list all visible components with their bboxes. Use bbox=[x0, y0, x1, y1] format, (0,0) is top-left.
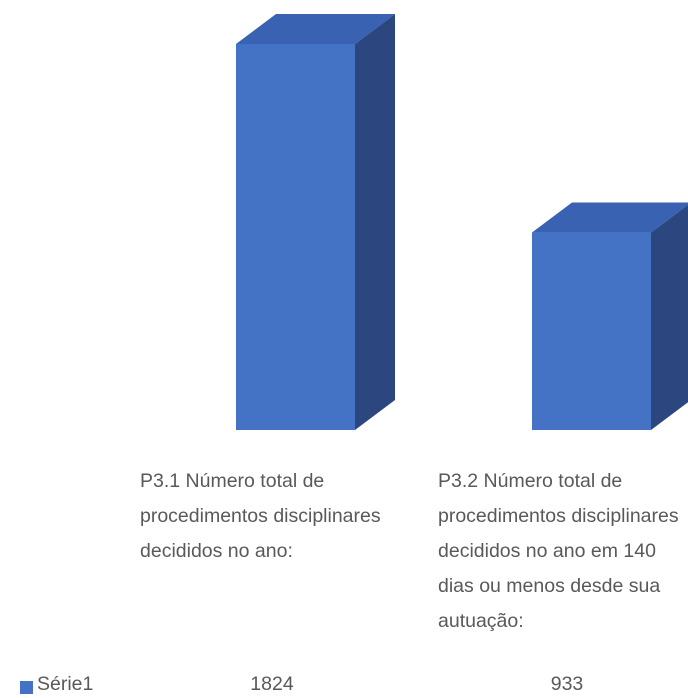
table-value: 933 bbox=[550, 673, 584, 695]
category-label: P3.1 Número total de procedimentos disci… bbox=[140, 470, 381, 562]
bar bbox=[236, 44, 355, 430]
bar-side bbox=[355, 14, 395, 430]
bar bbox=[532, 232, 651, 430]
table-value: 1824 bbox=[250, 673, 294, 695]
bar-top bbox=[236, 14, 395, 44]
category-label: P3.2 Número total de procedimentos disci… bbox=[438, 470, 679, 632]
bar-side bbox=[651, 204, 688, 430]
bar-top bbox=[532, 202, 688, 233]
legend-label: Série1 bbox=[37, 673, 94, 695]
legend-swatch bbox=[20, 681, 33, 694]
